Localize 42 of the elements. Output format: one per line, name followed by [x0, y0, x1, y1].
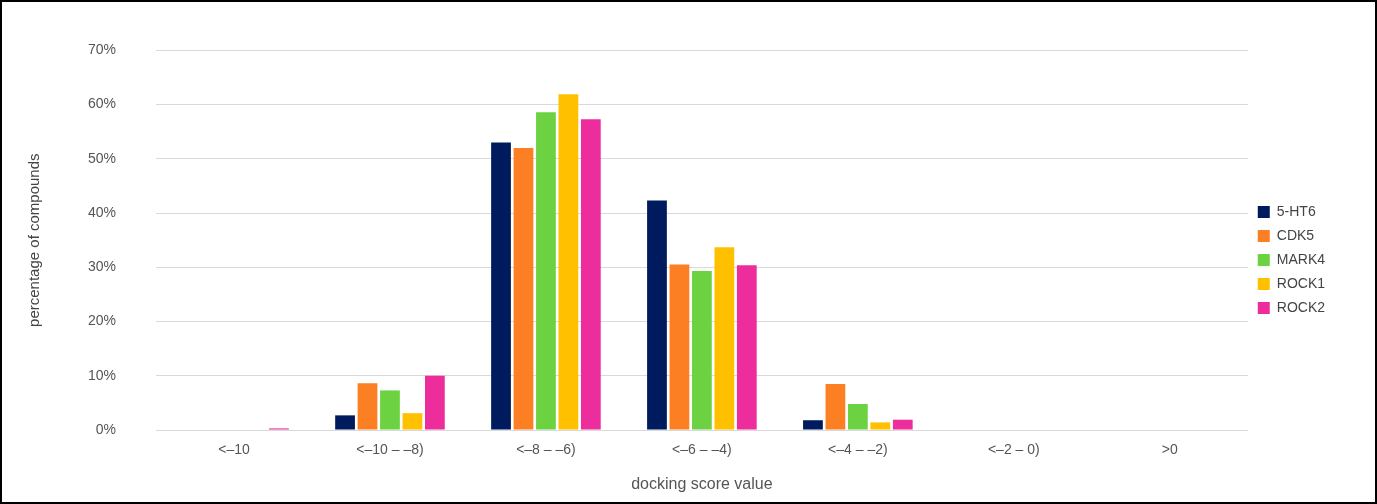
legend-label: 5-HT6 [1276, 202, 1316, 219]
bar [803, 420, 823, 430]
bar [536, 112, 556, 430]
legend-label: MARK4 [1276, 250, 1326, 267]
bar [736, 265, 757, 430]
x-tick-label: <–8 – –6) [516, 441, 576, 458]
x-tick-label: <–6 – –4) [672, 441, 732, 458]
y-tick-label: 70% [87, 41, 117, 58]
legend-label: ROCK1 [1276, 274, 1326, 291]
y-tick-label: 50% [87, 149, 117, 166]
x-tick-label: >0 [1161, 441, 1178, 458]
bar [558, 94, 579, 430]
bar [892, 419, 913, 430]
y-axis-title: percentage of compounds [25, 153, 43, 327]
y-tick-label: 0% [95, 420, 117, 437]
bar [870, 422, 891, 430]
bar [580, 119, 601, 430]
legend-label: ROCK2 [1276, 298, 1326, 315]
x-tick-label: <–4 – –2) [828, 441, 888, 458]
y-tick-label: 10% [87, 366, 117, 383]
bar [714, 247, 735, 430]
x-tick-label: <–2 – 0) [987, 441, 1040, 458]
bar [647, 200, 667, 430]
y-tick-label: 60% [87, 95, 117, 112]
y-tick-label: 30% [87, 258, 117, 275]
y-tick-label: 40% [87, 203, 117, 220]
bar [402, 413, 423, 430]
bar [380, 390, 400, 430]
x-axis-title: docking score value [631, 474, 773, 492]
bar [491, 142, 511, 430]
bar [825, 383, 846, 430]
x-tick-label: <–10 [218, 441, 250, 458]
bar [692, 271, 712, 430]
y-tick-label: 20% [87, 312, 117, 329]
legend-label: CDK5 [1276, 226, 1315, 243]
bar [425, 375, 445, 430]
bar [335, 415, 355, 430]
bar [669, 264, 690, 430]
bar [357, 383, 378, 430]
bar [847, 403, 868, 430]
x-tick-label: <–10 – –8) [356, 441, 424, 458]
bar [513, 148, 534, 430]
